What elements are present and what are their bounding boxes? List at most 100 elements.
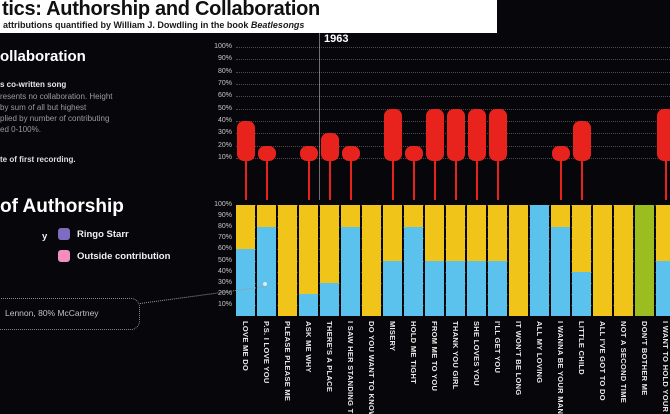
outside-contribution-swatch xyxy=(58,250,70,262)
collaboration-bar xyxy=(467,108,486,161)
bar-segment-mccartney xyxy=(236,249,255,316)
collaboration-bar xyxy=(404,145,423,161)
bar-segment-mccartney xyxy=(320,282,339,316)
bar-segment-mccartney xyxy=(341,227,360,316)
collaboration-stem xyxy=(580,159,583,200)
axis-tick-label: 80% xyxy=(217,67,232,75)
bar-segment-lennon xyxy=(278,205,297,316)
bar-segment-lennon xyxy=(593,205,612,316)
bar-segment-lennon xyxy=(299,205,318,294)
collaboration-stem xyxy=(664,159,667,200)
book-title: Beatlesongs xyxy=(250,20,305,30)
gridline xyxy=(236,47,670,48)
collaboration-bar xyxy=(572,120,591,161)
bar-segment-lennon xyxy=(551,205,570,228)
bar-segment-lennon xyxy=(488,205,507,261)
song-label: I WANT TO HOLD YOUR HAND xyxy=(661,321,670,414)
collaboration-bar xyxy=(320,133,339,161)
axis-tick-label: 20% xyxy=(217,141,232,149)
axis-tick-label: 40% xyxy=(217,267,232,275)
axis-tick-label: 30% xyxy=(217,278,232,286)
bar-segment-lennon xyxy=(656,205,670,261)
legend-label: Outside contribution xyxy=(77,250,171,262)
axis-tick-label: 70% xyxy=(217,79,232,87)
subtitle-text: attributions quantified by William J. Do… xyxy=(3,20,251,30)
collaboration-stem xyxy=(391,159,394,200)
collaboration-desc-line: plied by number of contributing xyxy=(0,114,110,123)
header-band: tics: Authorship and Collaboration attri… xyxy=(0,0,497,33)
collaboration-stem xyxy=(265,159,268,200)
song-label: I SAW HER STANDING THERE xyxy=(346,321,355,414)
bar-segment-mccartney xyxy=(467,260,486,316)
collaboration-bar xyxy=(488,108,507,161)
song-label: PLEASE PLEASE ME xyxy=(283,321,292,402)
bar-segment-harrison xyxy=(635,205,654,316)
collaboration-bar xyxy=(446,108,465,161)
song-label: ASK ME WHY xyxy=(304,321,313,373)
gridline xyxy=(236,83,670,85)
song-label: HOLD ME TIGHT xyxy=(409,321,418,385)
bar-segment-lennon xyxy=(257,205,276,228)
collaboration-intro: s co-written song xyxy=(0,80,67,89)
collaboration-desc-line: resents no collaboration. Height xyxy=(0,92,113,101)
song-label: SHE LOVES YOU xyxy=(472,321,481,387)
bar-segment-mccartney xyxy=(488,260,507,316)
collaboration-bar xyxy=(425,108,444,161)
axis-tick-label: 90% xyxy=(217,212,232,220)
collaboration-stem xyxy=(328,159,331,200)
legend-item-ringo-starr: Ringo Starr xyxy=(58,228,129,240)
callout-leader-dot xyxy=(263,282,267,286)
legend-text-fragment: y xyxy=(42,231,48,242)
gridline xyxy=(236,71,670,73)
song-label: I WANNA BE YOUR MAN xyxy=(556,321,565,414)
collaboration-bar xyxy=(656,108,670,161)
bar-segment-lennon xyxy=(572,205,591,272)
bar-segment-lennon xyxy=(446,205,465,261)
axis-tick-label: 70% xyxy=(217,234,232,242)
collaboration-bar xyxy=(341,145,360,161)
bar-segment-mccartney xyxy=(572,271,591,316)
song-label: THANK YOU GIRL xyxy=(451,321,460,390)
bar-segment-lennon xyxy=(467,205,486,261)
axis-tick-label: 10% xyxy=(217,300,232,308)
bar-segment-mccartney xyxy=(404,227,423,316)
bar-segment-lennon xyxy=(341,205,360,228)
collaboration-stem xyxy=(475,159,478,200)
collaboration-stem xyxy=(349,159,352,200)
axis-tick-label: 20% xyxy=(217,289,232,297)
bar-segment-lennon xyxy=(320,205,339,283)
bar-segment-mccartney xyxy=(446,260,465,316)
collaboration-stem xyxy=(412,159,415,200)
axis-tick-label: 10% xyxy=(217,153,232,161)
gridline xyxy=(236,96,670,98)
page-title: tics: Authorship and Collaboration xyxy=(2,0,320,20)
song-label: FROM ME TO YOU xyxy=(430,321,439,392)
year-label: 1963 xyxy=(324,33,349,45)
bar-segment-mccartney xyxy=(551,227,570,316)
collaboration-heading: ollaboration xyxy=(0,48,86,65)
collaboration-bar xyxy=(551,145,570,161)
collaboration-stem xyxy=(496,159,499,200)
axis-tick-label: 60% xyxy=(217,92,232,100)
collaboration-stem xyxy=(433,159,436,200)
song-label: I'LL GET YOU xyxy=(493,321,502,374)
song-label: LITTLE CHILD xyxy=(577,321,586,376)
collaboration-desc-line: by sum of all but highest xyxy=(0,103,87,112)
bar-segment-mccartney xyxy=(425,260,444,316)
bar-segment-lennon xyxy=(425,205,444,261)
bar-segment-lennon xyxy=(614,205,633,316)
bar-segment-mccartney xyxy=(383,260,402,316)
song-label: NOT A SECOND TIME xyxy=(619,321,628,404)
song-label: MISERY xyxy=(388,321,397,352)
collaboration-stem xyxy=(559,159,562,200)
bar-segment-lennon xyxy=(404,205,423,228)
example-callout-text: Lennon, 80% McCartney xyxy=(5,308,99,318)
ordering-note: te of first recording. xyxy=(0,155,76,164)
collaboration-stem xyxy=(307,159,310,200)
song-label: ALL MY LOVING xyxy=(535,321,544,384)
gridline xyxy=(236,59,670,61)
example-callout-box: Lennon, 80% McCartney xyxy=(0,298,140,330)
song-label: DON'T BOTHER ME xyxy=(640,321,649,396)
